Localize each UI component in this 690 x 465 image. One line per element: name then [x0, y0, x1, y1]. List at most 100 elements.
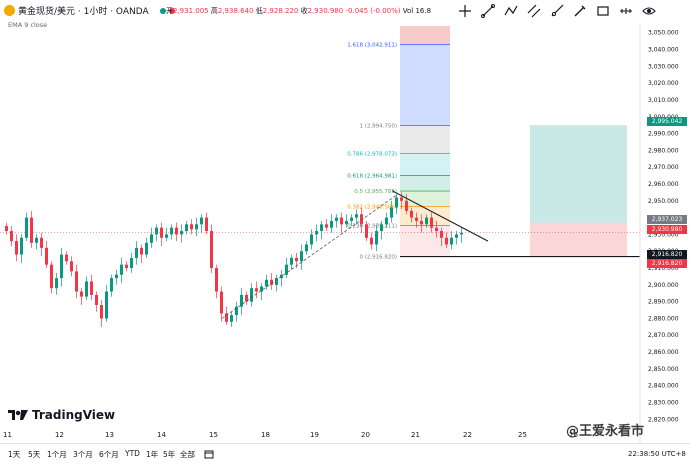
- candle-body: [115, 274, 118, 279]
- stop-price-label: 2,916.820: [647, 259, 687, 268]
- fib-zone: [400, 225, 450, 257]
- range-5y[interactable]: 5年: [163, 450, 176, 459]
- candle-body: [100, 304, 103, 319]
- eye-icon[interactable]: [640, 2, 658, 20]
- candle-body: [310, 234, 313, 245]
- candle-body: [275, 278, 278, 285]
- profit-zone: [530, 125, 627, 223]
- candle-body: [220, 291, 223, 314]
- candle-body: [250, 288, 253, 302]
- range-ytd[interactable]: YTD: [125, 449, 140, 458]
- gold-coin-icon: [4, 5, 15, 16]
- candle-body: [400, 197, 403, 201]
- candle-body: [235, 306, 238, 316]
- date-range-icon[interactable]: [204, 449, 214, 461]
- candle-body: [450, 237, 453, 245]
- long-position-tool[interactable]: [530, 125, 627, 257]
- candle-body: [20, 237, 23, 255]
- trend-line-icon[interactable]: [479, 2, 497, 20]
- target-price-label: 2,995.042: [647, 117, 687, 126]
- candle-body: [285, 264, 288, 275]
- candle-body: [175, 227, 178, 235]
- candle-body: [270, 279, 273, 285]
- candle-body: [85, 281, 88, 297]
- candle-body: [80, 291, 83, 297]
- brush-icon[interactable]: [571, 2, 589, 20]
- parallel-channel-icon[interactable]: [525, 2, 543, 20]
- candle-body: [320, 224, 323, 232]
- fib-zone: [400, 44, 450, 126]
- range-1m[interactable]: 1个月: [47, 450, 67, 459]
- range-all[interactable]: 全部: [180, 450, 195, 459]
- candle-body: [420, 220, 423, 225]
- candle-body: [355, 214, 358, 218]
- range-3m[interactable]: 3个月: [73, 450, 93, 459]
- zigzag-icon[interactable]: [502, 2, 520, 20]
- candle-body: [365, 224, 368, 238]
- range-1d[interactable]: 1天: [8, 450, 21, 459]
- price-tick: 2,930.000: [648, 231, 679, 238]
- price-chart[interactable]: 1.618 (3,042.911) 1 (2,994.750) 0.786 (2,9…: [0, 0, 690, 443]
- candle-body: [340, 217, 343, 225]
- candle-body: [150, 234, 153, 243]
- tradingview-logo: TradingView: [8, 408, 115, 422]
- drawing-lines[interactable]: [0, 190, 640, 319]
- candle-body: [70, 261, 73, 272]
- candle-body: [65, 254, 68, 262]
- fib-zone: [400, 125, 450, 154]
- candle-body: [15, 241, 18, 255]
- candle-body: [395, 197, 398, 208]
- candle-body: [245, 294, 248, 302]
- fib-level-label: 1 (2,994.750): [359, 124, 397, 130]
- fibonacci-retracement[interactable]: 1.618 (3,042.911) 1 (2,994.750) 0.786 (2,9…: [347, 26, 450, 261]
- candle-body: [425, 217, 428, 225]
- candle-body: [305, 244, 308, 252]
- candle-body: [210, 231, 213, 269]
- candle-body: [405, 200, 408, 211]
- close-label: 收: [300, 7, 308, 15]
- ruler-icon[interactable]: [617, 2, 635, 20]
- candle-body: [165, 234, 168, 238]
- candle-body: [140, 247, 143, 255]
- crosshair-icon[interactable]: [456, 2, 474, 20]
- candle-body: [375, 231, 378, 245]
- indicator-legend[interactable]: EMA 9 close: [8, 21, 48, 29]
- candle-body: [300, 251, 303, 262]
- symbol-info[interactable]: 黄金现货/美元 · 1小时 · OANDA: [4, 4, 175, 17]
- candle-body: [145, 242, 148, 255]
- time-tick: 25: [518, 431, 527, 439]
- candle-body: [385, 217, 388, 225]
- price-tick: 3,030.000: [648, 63, 679, 70]
- ohlc-values: 开2,931.005 高2,938.640 低2,928.220 收2,930.…: [166, 6, 431, 16]
- candle-body: [195, 224, 198, 230]
- candle-body: [205, 217, 208, 232]
- candle-body: [50, 264, 53, 289]
- candle-body: [335, 217, 338, 221]
- candle-body: [240, 294, 243, 307]
- candle-body: [455, 234, 458, 238]
- fib-level-label: 1.618 (3,042.911): [347, 43, 397, 49]
- price-tick: 2,840.000: [648, 383, 679, 390]
- tradingview-logo-icon: [8, 410, 28, 420]
- candle-body: [180, 231, 183, 235]
- price-tick: 2,970.000: [648, 164, 679, 171]
- candle-body: [5, 226, 8, 232]
- price-tick: 2,820.000: [648, 416, 679, 423]
- candle-body: [265, 279, 268, 287]
- time-axis[interactable]: 11 12 13 14 15 18 19 20 21 22 25 26: [3, 431, 578, 439]
- clock: 22:38:50 UTC+8: [628, 450, 686, 458]
- price-tick: 2,950.000: [648, 198, 679, 205]
- range-6m[interactable]: 6个月: [99, 450, 119, 459]
- candle-body: [90, 281, 93, 295]
- candle-body: [410, 210, 413, 218]
- rectangle-icon[interactable]: [594, 2, 612, 20]
- range-1y[interactable]: 1年: [146, 450, 159, 459]
- fib-zone: [400, 191, 450, 207]
- fib-level-label: 0.236 (2,935.211): [347, 224, 397, 230]
- range-5d[interactable]: 5天: [28, 450, 41, 459]
- candle-body: [380, 224, 383, 232]
- ray-icon[interactable]: [548, 2, 566, 20]
- candle-body: [105, 291, 108, 319]
- candle-body: [290, 257, 293, 265]
- price-tick: 2,990.000: [648, 131, 679, 138]
